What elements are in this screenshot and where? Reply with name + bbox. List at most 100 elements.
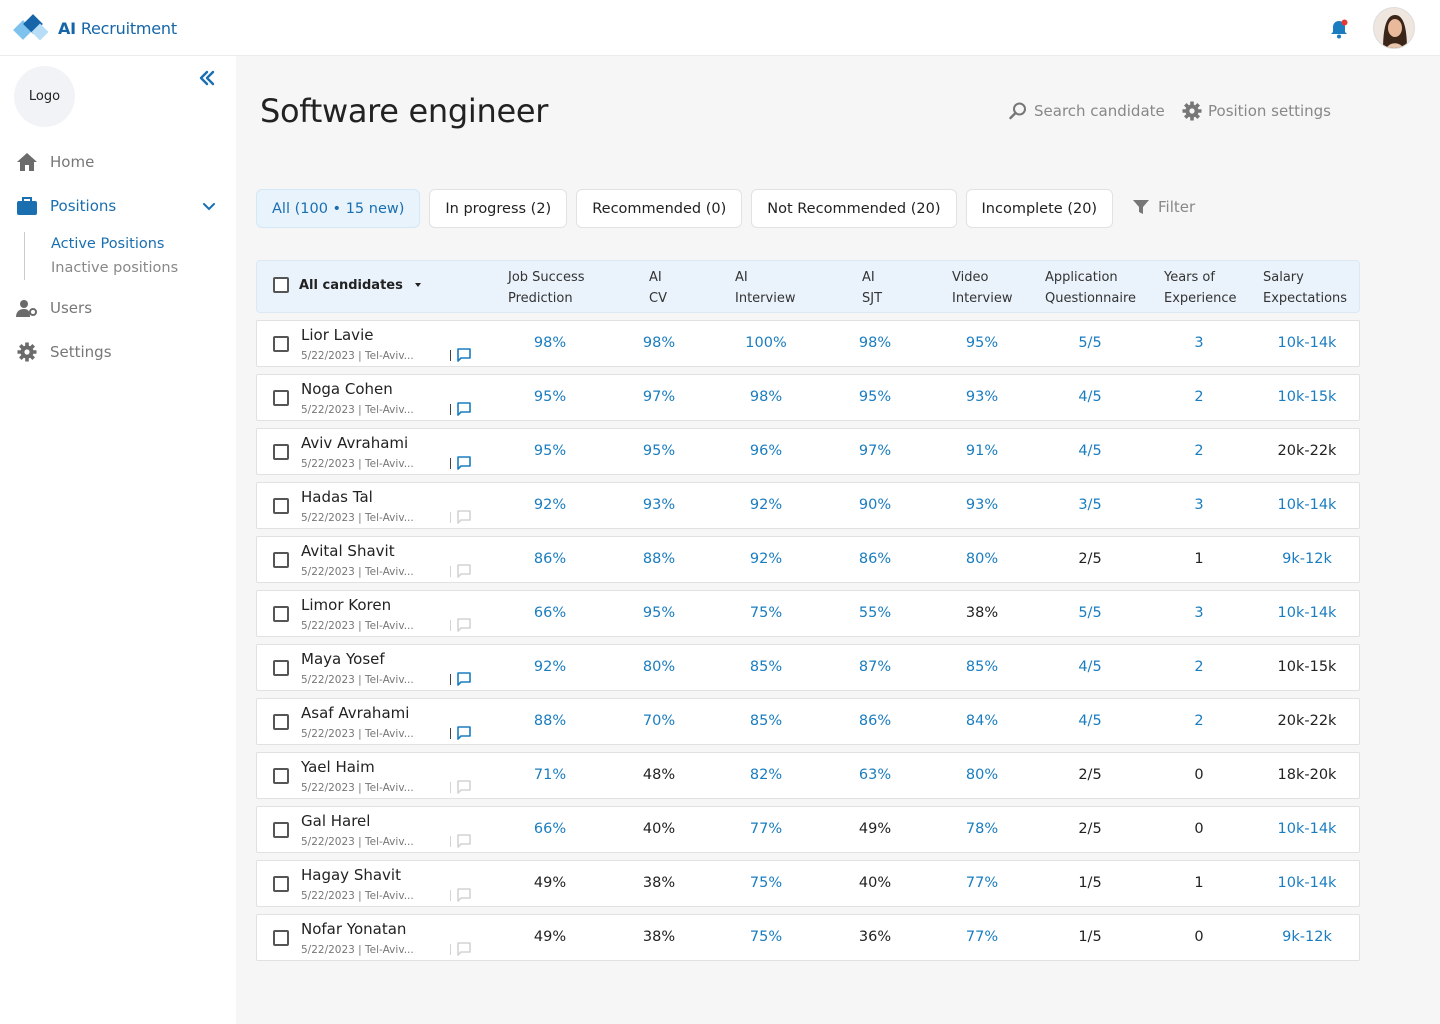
table-row[interactable]: Maya Yosef 5/22/2023 | Tel-Aviv... 92% 80% 8… [256, 644, 1360, 691]
nav-home-label: Home [50, 153, 95, 171]
message-icon[interactable] [456, 725, 472, 741]
candidate-name[interactable]: Hagay Shavit [301, 866, 401, 884]
cell-ai-sjt: 98% [858, 335, 892, 351]
table-row[interactable]: Hadas Tal 5/22/2023 | Tel-Aviv... 92% 93% 92… [256, 482, 1360, 529]
col-header-ai-sjt[interactable]: AI SJT [862, 270, 883, 306]
meta-divider [450, 620, 451, 631]
table-row[interactable]: Noga Cohen 5/22/2023 | Tel-Aviv... 95% 97% 9… [256, 374, 1360, 421]
cell-questionnaire: 5/5 [1078, 335, 1102, 351]
position-settings-button[interactable]: Position settings [1182, 101, 1331, 121]
message-icon[interactable] [456, 455, 472, 471]
cell-experience: 2 [1194, 659, 1204, 675]
candidate-name[interactable]: Avital Shavit [301, 542, 395, 560]
col-header-ai-interview[interactable]: AI Interview [735, 270, 796, 306]
search-icon [1009, 102, 1026, 120]
message-icon[interactable] [456, 941, 472, 957]
message-icon[interactable] [456, 617, 472, 633]
nav-home[interactable]: Home [16, 151, 94, 173]
row-checkbox[interactable] [273, 606, 289, 622]
cell-questionnaire: 4/5 [1078, 389, 1102, 405]
candidate-name[interactable]: Gal Harel [301, 812, 371, 830]
table-row[interactable]: Avital Shavit 5/22/2023 | Tel-Aviv... 86% 8… [256, 536, 1360, 583]
row-checkbox[interactable] [273, 552, 289, 568]
candidate-name[interactable]: Nofar Yonatan [301, 920, 407, 938]
tab-recommended[interactable]: Recommended (0) [576, 189, 743, 228]
subnav-inactive-positions[interactable]: Inactive positions [51, 260, 179, 276]
row-checkbox[interactable] [273, 768, 289, 784]
candidate-name[interactable]: Maya Yosef [301, 650, 385, 668]
row-checkbox[interactable] [273, 822, 289, 838]
table-row[interactable]: Hagay Shavit 5/22/2023 | Tel-Aviv... 49% 38… [256, 860, 1360, 907]
candidate-meta: 5/22/2023 | Tel-Aviv... [301, 512, 414, 524]
meta-divider [450, 512, 451, 523]
row-checkbox[interactable] [273, 714, 289, 730]
meta-divider [450, 944, 451, 955]
table-row[interactable]: Yael Haim 5/22/2023 | Tel-Aviv... 71% 48% 82… [256, 752, 1360, 799]
table-row[interactable]: Nofar Yonatan 5/22/2023 | Tel-Aviv... 49% 3… [256, 914, 1360, 961]
candidate-name[interactable]: Hadas Tal [301, 488, 373, 506]
tab-not-recommended[interactable]: Not Recommended (20) [751, 189, 957, 228]
all-candidates-label: All candidates [299, 277, 403, 293]
brand-logo-icon [13, 14, 50, 42]
select-all-checkbox[interactable] [273, 277, 289, 293]
tab-all[interactable]: All (100 • 15 new) [256, 189, 421, 228]
nav-settings[interactable]: Settings [16, 341, 112, 363]
nav-users[interactable]: Users [16, 297, 92, 319]
cell-ai-interview: 85% [749, 659, 783, 675]
user-avatar[interactable] [1373, 7, 1415, 49]
col-header-video-interview[interactable]: Video Interview [952, 270, 1013, 306]
cell-job-success: 49% [533, 875, 567, 891]
message-icon[interactable] [456, 401, 472, 417]
message-icon[interactable] [456, 347, 472, 363]
cell-video-interview: 38% [965, 605, 999, 621]
col-header-ai-cv[interactable]: AI CV [649, 270, 667, 306]
row-checkbox[interactable] [273, 660, 289, 676]
subnav-active-positions[interactable]: Active Positions [51, 236, 165, 252]
search-candidate-button[interactable]: Search candidate [1008, 101, 1165, 121]
candidate-name[interactable]: Lior Lavie [301, 326, 374, 344]
candidate-name[interactable]: Asaf Avrahami [301, 704, 410, 722]
candidate-name[interactable]: Aviv Avrahami [301, 434, 409, 452]
table-row[interactable]: Limor Koren 5/22/2023 | Tel-Aviv... 66% 95%… [256, 590, 1360, 637]
chevron-down-icon[interactable] [200, 198, 218, 216]
cell-experience: 3 [1194, 335, 1204, 351]
row-checkbox[interactable] [273, 336, 289, 352]
table-row[interactable]: Gal Harel 5/22/2023 | Tel-Aviv... 66% 40% 77… [256, 806, 1360, 853]
message-icon[interactable] [456, 833, 472, 849]
filter-button[interactable]: Filter [1132, 198, 1195, 216]
candidate-name[interactable]: Yael Haim [301, 758, 375, 776]
cell-job-success: 98% [533, 335, 567, 351]
row-checkbox[interactable] [273, 930, 289, 946]
message-icon[interactable] [456, 887, 472, 903]
row-checkbox[interactable] [273, 390, 289, 406]
candidate-name[interactable]: Noga Cohen [301, 380, 393, 398]
collapse-sidebar-icon[interactable] [197, 68, 217, 88]
cell-questionnaire: 4/5 [1078, 659, 1102, 675]
row-checkbox[interactable] [273, 498, 289, 514]
cell-experience: 2 [1194, 443, 1204, 459]
col-header-salary[interactable]: Salary Expectations [1263, 270, 1348, 306]
row-checkbox[interactable] [273, 444, 289, 460]
table-row[interactable]: Asaf Avrahami 5/22/2023 | Tel-Aviv... 88% 7… [256, 698, 1360, 745]
message-icon[interactable] [456, 779, 472, 795]
table-row[interactable]: Aviv Avrahami 5/22/2023 | Tel-Aviv... 95% 9… [256, 428, 1360, 475]
col-header-job-success[interactable]: Job Success Prediction [508, 270, 585, 306]
nav-positions[interactable]: Positions [16, 195, 116, 217]
col-header-experience[interactable]: Years of Experience [1164, 270, 1237, 306]
message-icon[interactable] [456, 509, 472, 525]
cell-experience: 2 [1194, 389, 1204, 405]
all-candidates-selector[interactable]: All candidates [273, 277, 423, 293]
candidate-meta: 5/22/2023 | Tel-Aviv... [301, 350, 414, 362]
table-row[interactable]: Lior Lavie 5/22/2023 | Tel-Aviv... 98% 98% 1… [256, 320, 1360, 367]
row-checkbox[interactable] [273, 876, 289, 892]
tab-incomplete[interactable]: Incomplete (20) [965, 189, 1114, 228]
message-icon[interactable] [456, 671, 472, 687]
cell-experience: 0 [1194, 821, 1204, 837]
message-icon[interactable] [456, 563, 472, 579]
cell-ai-sjt: 95% [858, 389, 892, 405]
notification-bell-icon[interactable] [1328, 18, 1350, 40]
candidate-name[interactable]: Limor Koren [301, 596, 392, 614]
tab-in-progress[interactable]: In progress (2) [429, 189, 568, 228]
brand[interactable]: AI Recruitment [13, 14, 177, 42]
col-header-questionnaire[interactable]: Application Questionnaire [1045, 270, 1137, 306]
